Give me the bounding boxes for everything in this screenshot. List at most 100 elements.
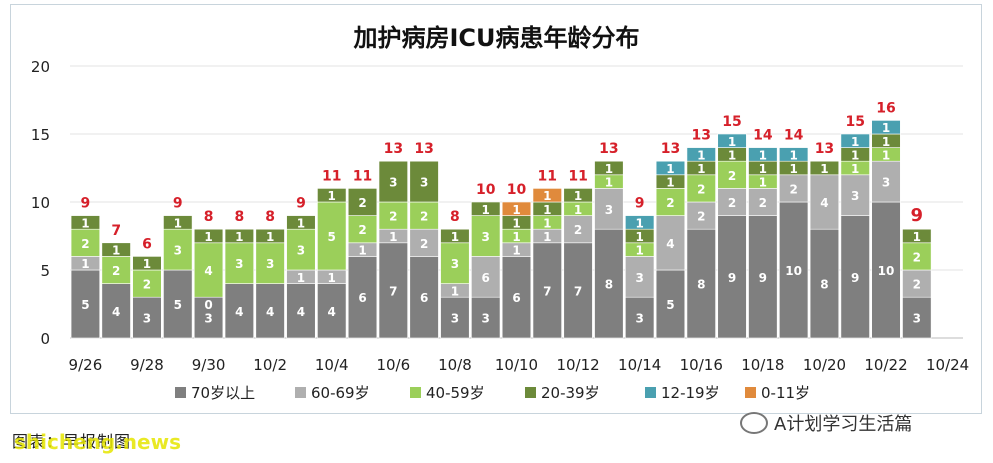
x-tick-label: 10/12 xyxy=(556,356,599,374)
total-label: 7 xyxy=(111,223,121,239)
wechat-account-name: A计划学习生活篇 xyxy=(774,414,913,435)
segment-label: 3 xyxy=(635,271,643,285)
total-label: 9 xyxy=(911,205,924,226)
bar-segment xyxy=(347,188,378,216)
bar-segment xyxy=(440,296,470,339)
bar-segment xyxy=(471,215,501,257)
x-tick-label: 9/30 xyxy=(192,356,226,374)
segment-label: 1 xyxy=(451,284,459,298)
bar-segment xyxy=(132,256,162,271)
bar-segment xyxy=(440,242,470,284)
segment-label: 1 xyxy=(512,216,520,230)
segment-label: 3 xyxy=(174,244,182,258)
bar-segment xyxy=(409,160,439,203)
segment-label: 2 xyxy=(697,182,705,196)
segment-label: 1 xyxy=(112,244,120,258)
bar-segment xyxy=(132,269,162,298)
segment-label: 1 xyxy=(543,203,551,217)
total-label: 10 xyxy=(476,182,496,198)
segment-label: 3 xyxy=(297,244,305,258)
bar-segment xyxy=(501,201,532,216)
bar-segment xyxy=(255,242,285,284)
bar-segment xyxy=(779,147,809,162)
segment-label: 2 xyxy=(420,237,428,251)
total-label: 14 xyxy=(753,128,773,144)
segment-label: 1 xyxy=(605,176,613,190)
y-tick-label: 0 xyxy=(40,330,50,348)
segment-label: 3 xyxy=(204,312,212,326)
total-label: 11 xyxy=(353,168,372,184)
segment-label: 1 xyxy=(851,162,859,176)
segment-label: 1 xyxy=(143,257,151,271)
segment-label: 8 xyxy=(605,278,613,292)
segment-label: 3 xyxy=(143,312,151,326)
chart-title: 加护病房ICU病患年龄分布 xyxy=(353,24,639,52)
x-tick-label: 10/4 xyxy=(315,356,349,374)
segment-label: 3 xyxy=(389,176,397,190)
bar-segment xyxy=(286,283,316,339)
bar-segment xyxy=(840,215,870,339)
legend-label: 20-39岁 xyxy=(541,384,600,402)
bar-segment xyxy=(347,256,378,339)
bar-segment xyxy=(255,228,285,244)
segment-label: 1 xyxy=(543,216,551,230)
x-tick-label: 10/14 xyxy=(618,356,661,374)
segment-label: 2 xyxy=(574,223,582,237)
x-tick-label: 10/6 xyxy=(376,356,410,374)
total-label: 14 xyxy=(784,128,804,144)
bar-segment xyxy=(840,174,870,216)
segment-label: 1 xyxy=(81,216,89,230)
bar-segment xyxy=(471,256,501,298)
segment-label: 3 xyxy=(635,312,643,326)
segment-label: 7 xyxy=(389,284,397,298)
segment-label: 1 xyxy=(882,148,890,162)
total-label: 13 xyxy=(692,128,711,144)
segment-label: 1 xyxy=(851,135,859,149)
segment-label: 1 xyxy=(512,230,520,244)
segment-label: 1 xyxy=(882,135,890,149)
segment-label: 5 xyxy=(666,298,674,312)
segment-label: 2 xyxy=(759,196,767,210)
bar-segment xyxy=(594,160,624,176)
segment-label: 5 xyxy=(81,298,89,312)
bar-segment xyxy=(317,201,347,271)
segment-label: 3 xyxy=(235,257,243,271)
total-label: 6 xyxy=(142,236,152,252)
total-label: 13 xyxy=(599,141,618,157)
bar-segment xyxy=(809,174,840,230)
segment-label: 1 xyxy=(882,121,890,135)
segment-label: 6 xyxy=(482,271,490,285)
segment-label: 8 xyxy=(697,278,705,292)
segment-label: 4 xyxy=(266,305,274,319)
segment-label: 2 xyxy=(389,210,397,224)
segment-label: 3 xyxy=(851,189,859,203)
bar-segment xyxy=(532,188,562,203)
segment-label: 1 xyxy=(297,216,305,230)
bar-segment xyxy=(286,215,316,230)
bar-segment xyxy=(655,188,686,216)
bar-segment xyxy=(70,215,101,230)
segment-label: 6 xyxy=(512,291,520,305)
legend-swatch xyxy=(645,387,656,398)
segment-label: 1 xyxy=(728,148,736,162)
bar-segment xyxy=(902,242,932,271)
legend-label: 12-19岁 xyxy=(661,384,720,402)
wechat-icon xyxy=(740,412,768,434)
bar-segment xyxy=(871,201,901,339)
segment-label: 1 xyxy=(543,230,551,244)
bar-segment xyxy=(655,160,686,176)
bar-segment xyxy=(532,242,562,339)
legend-swatch xyxy=(175,387,186,398)
total-label: 8 xyxy=(204,209,214,225)
bar-segment xyxy=(70,228,101,257)
legend-swatch xyxy=(295,387,306,398)
total-label: 13 xyxy=(384,141,403,157)
total-label: 8 xyxy=(234,209,244,225)
total-label: 15 xyxy=(845,114,864,130)
bar-segment xyxy=(317,188,347,203)
bar-segment xyxy=(471,296,501,339)
total-label: 8 xyxy=(265,209,275,225)
segment-label: 3 xyxy=(882,176,890,190)
legend-label: 70岁以上 xyxy=(191,384,255,402)
